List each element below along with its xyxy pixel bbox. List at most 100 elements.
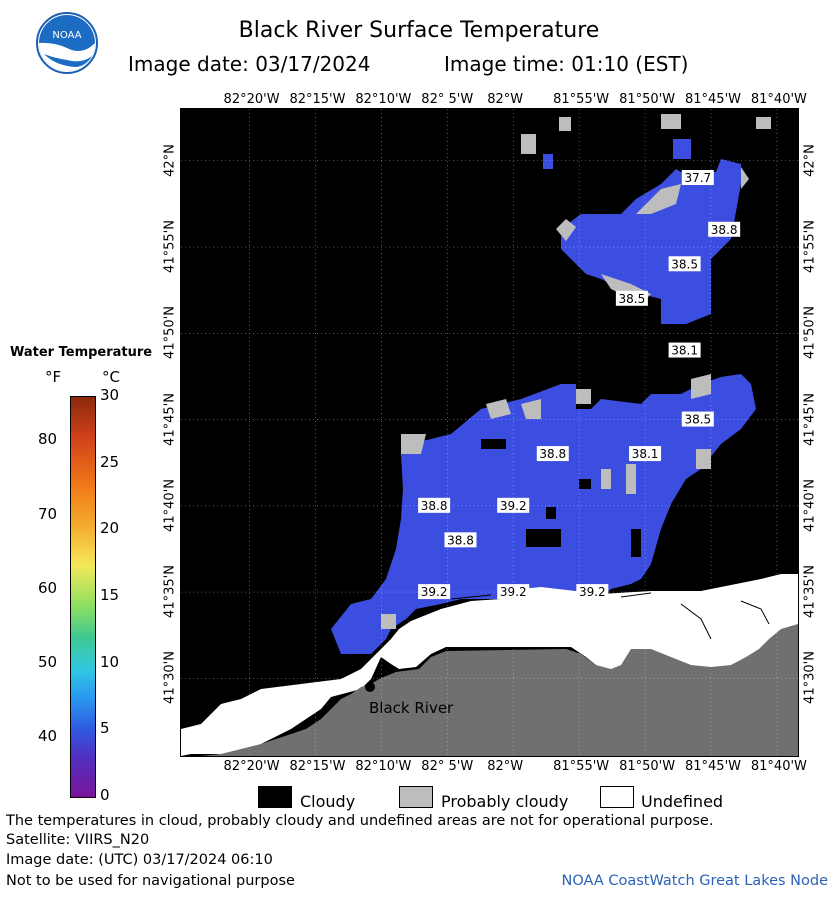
water-region-north [561, 159, 741, 324]
svg-text:NOAA: NOAA [52, 30, 81, 41]
footer-utc-date: Image date: (UTC) 03/17/2024 06:10 [6, 852, 273, 868]
lon-tick-label: 82°20'W [223, 92, 280, 107]
svg-text:38.1: 38.1 [671, 344, 698, 358]
colorbar-tick-c: 25 [100, 452, 120, 471]
unit-f-label: °F [45, 368, 62, 386]
legend-swatch-cloudy [258, 786, 292, 808]
lat-tick-label: 41°50'N [162, 306, 178, 360]
black-river-marker [365, 682, 375, 692]
lat-ticks-right: 42°N 41°55'N 41°50'N 41°45'N 41°40'N 41°35'N 4… [800, 0, 820, 897]
temperature-label: 38.1 [668, 342, 701, 358]
lon-tick-label: 82°20'W [223, 759, 280, 774]
lon-tick-label: 81°55'W [553, 92, 610, 107]
lon-tick-label: 81°50'W [619, 92, 676, 107]
legend-swatch-undefined [600, 786, 634, 808]
colorbar-tick-f: 50 [38, 652, 58, 671]
colorbar-tick-f: 60 [38, 578, 58, 597]
colorbar-tick-c: 5 [100, 719, 110, 738]
unit-c-label: °C [102, 368, 120, 386]
temperature-label: 38.8 [444, 532, 477, 548]
lat-tick-label: 41°50'N [802, 306, 818, 360]
lon-tick-label: 82°W [487, 92, 524, 107]
svg-text:39.2: 39.2 [500, 585, 527, 599]
footer-satellite: Satellite: VIIRS_N20 [6, 832, 150, 848]
temperature-label: 37.7 [681, 170, 714, 186]
svg-text:38.1: 38.1 [632, 447, 659, 461]
lon-tick-label: 82°15'W [289, 92, 346, 107]
colorbar-tick-c: 15 [100, 586, 120, 604]
image-time-label: Image time: 01:10 (EST) [444, 52, 689, 76]
temperature-label: 38.1 [629, 446, 662, 462]
legend-label-undefined: Undefined [641, 792, 724, 811]
lon-tick-label: 82° 5'W [421, 92, 474, 107]
lon-ticks-top: 82°20'W 82°15'W 82°10'W 82° 5'W 82°W 81°55'W 8… [0, 92, 838, 108]
temperature-label: 39.2 [418, 584, 451, 600]
lon-tick-label: 81°50'W [619, 759, 676, 774]
temperature-label: 38.5 [615, 290, 648, 306]
noaa-logo: NOAA [36, 12, 98, 74]
colorbar-title: Water Temperature [10, 345, 153, 360]
colorbar-tick-c: 10 [100, 652, 120, 671]
lon-tick-label: 81°40'W [750, 92, 807, 107]
lon-tick-label: 82°15'W [289, 759, 346, 774]
svg-text:38.8: 38.8 [539, 447, 566, 461]
lon-tick-label: 81°55'W [553, 759, 610, 774]
svg-text:39.2: 39.2 [421, 585, 448, 599]
svg-text:39.2: 39.2 [579, 585, 606, 599]
colorbar-tick-c: 30 [100, 386, 120, 404]
temperature-label: 39.2 [497, 584, 530, 600]
lat-tick-label: 41°55'N [162, 220, 178, 273]
colorbar-tick-c: 0 [100, 786, 110, 804]
svg-text:38.5: 38.5 [684, 413, 711, 427]
place-label: Black River [369, 699, 454, 717]
lon-tick-label: 82°10'W [355, 92, 412, 107]
legend-swatch-probably-cloudy [399, 786, 433, 808]
colorbar [70, 396, 96, 798]
lon-ticks-bottom: 82°20'W 82°15'W 82°10'W 82° 5'W 82°W 81°55'W 8… [0, 759, 838, 775]
svg-text:38.8: 38.8 [447, 533, 474, 547]
undefined-region [181, 574, 798, 756]
lon-tick-label: 82°10'W [355, 759, 412, 774]
lon-tick-label: 81°45'W [684, 759, 741, 774]
svg-text:37.7: 37.7 [684, 171, 711, 185]
svg-text:38.8: 38.8 [421, 499, 448, 513]
temperature-label: 39.2 [497, 497, 530, 513]
lat-tick-label: 42°N [162, 143, 178, 177]
legend-label-probably-cloudy: Probably cloudy [441, 792, 569, 811]
lat-tick-label: 41°35'N [162, 565, 178, 619]
footer-nav-warning: Not to be used for navigational purpose [6, 873, 295, 889]
svg-text:38.5: 38.5 [671, 257, 698, 271]
lat-tick-label: 41°40'N [162, 478, 178, 532]
image-date-label: Image date: 03/17/2024 [128, 52, 371, 76]
colorbar-tick-f: 40 [38, 726, 58, 745]
svg-text:39.2: 39.2 [500, 499, 527, 513]
temperature-label: 39.2 [576, 584, 609, 600]
lat-tick-label: 41°45'N [802, 392, 818, 446]
svg-text:38.8: 38.8 [711, 223, 738, 237]
lat-tick-label: 41°45'N [162, 392, 178, 446]
temperature-map: Black River 37.7 38.8 38.5 38.5 38.1 38.5 38.8… [181, 109, 798, 756]
graticule [181, 109, 798, 756]
footer-credit: NOAA CoastWatch Great Lakes Node [561, 873, 828, 889]
lat-tick-label: 41°35'N [802, 565, 818, 619]
lat-tick-label: 41°40'N [802, 478, 818, 532]
temperature-label: 38.5 [668, 256, 701, 272]
lat-ticks-left: 42°N 41°55'N 41°50'N 41°45'N 41°40'N 41°35'N 4… [160, 0, 180, 897]
footer-note: The temperatures in cloud, probably clou… [6, 813, 714, 829]
lon-tick-label: 82°W [487, 759, 524, 774]
lat-tick-label: 41°30'N [802, 651, 818, 705]
contour-line [450, 592, 770, 640]
lat-tick-label: 41°30'N [162, 651, 178, 705]
lat-tick-label: 42°N [802, 143, 818, 177]
land-region [201, 624, 798, 756]
temperature-label: 38.8 [708, 221, 741, 237]
page-title: Black River Surface Temperature [238, 18, 600, 43]
lon-tick-label: 81°40'W [750, 759, 807, 774]
water-spot-top [543, 139, 691, 169]
lat-tick-label: 41°55'N [802, 220, 818, 273]
temperature-label: 38.5 [681, 411, 714, 427]
lon-tick-label: 81°45'W [684, 92, 741, 107]
lon-tick-label: 82° 5'W [421, 759, 474, 774]
colorbar-tick-f: 70 [38, 504, 58, 523]
temperature-label: 38.8 [536, 446, 569, 462]
